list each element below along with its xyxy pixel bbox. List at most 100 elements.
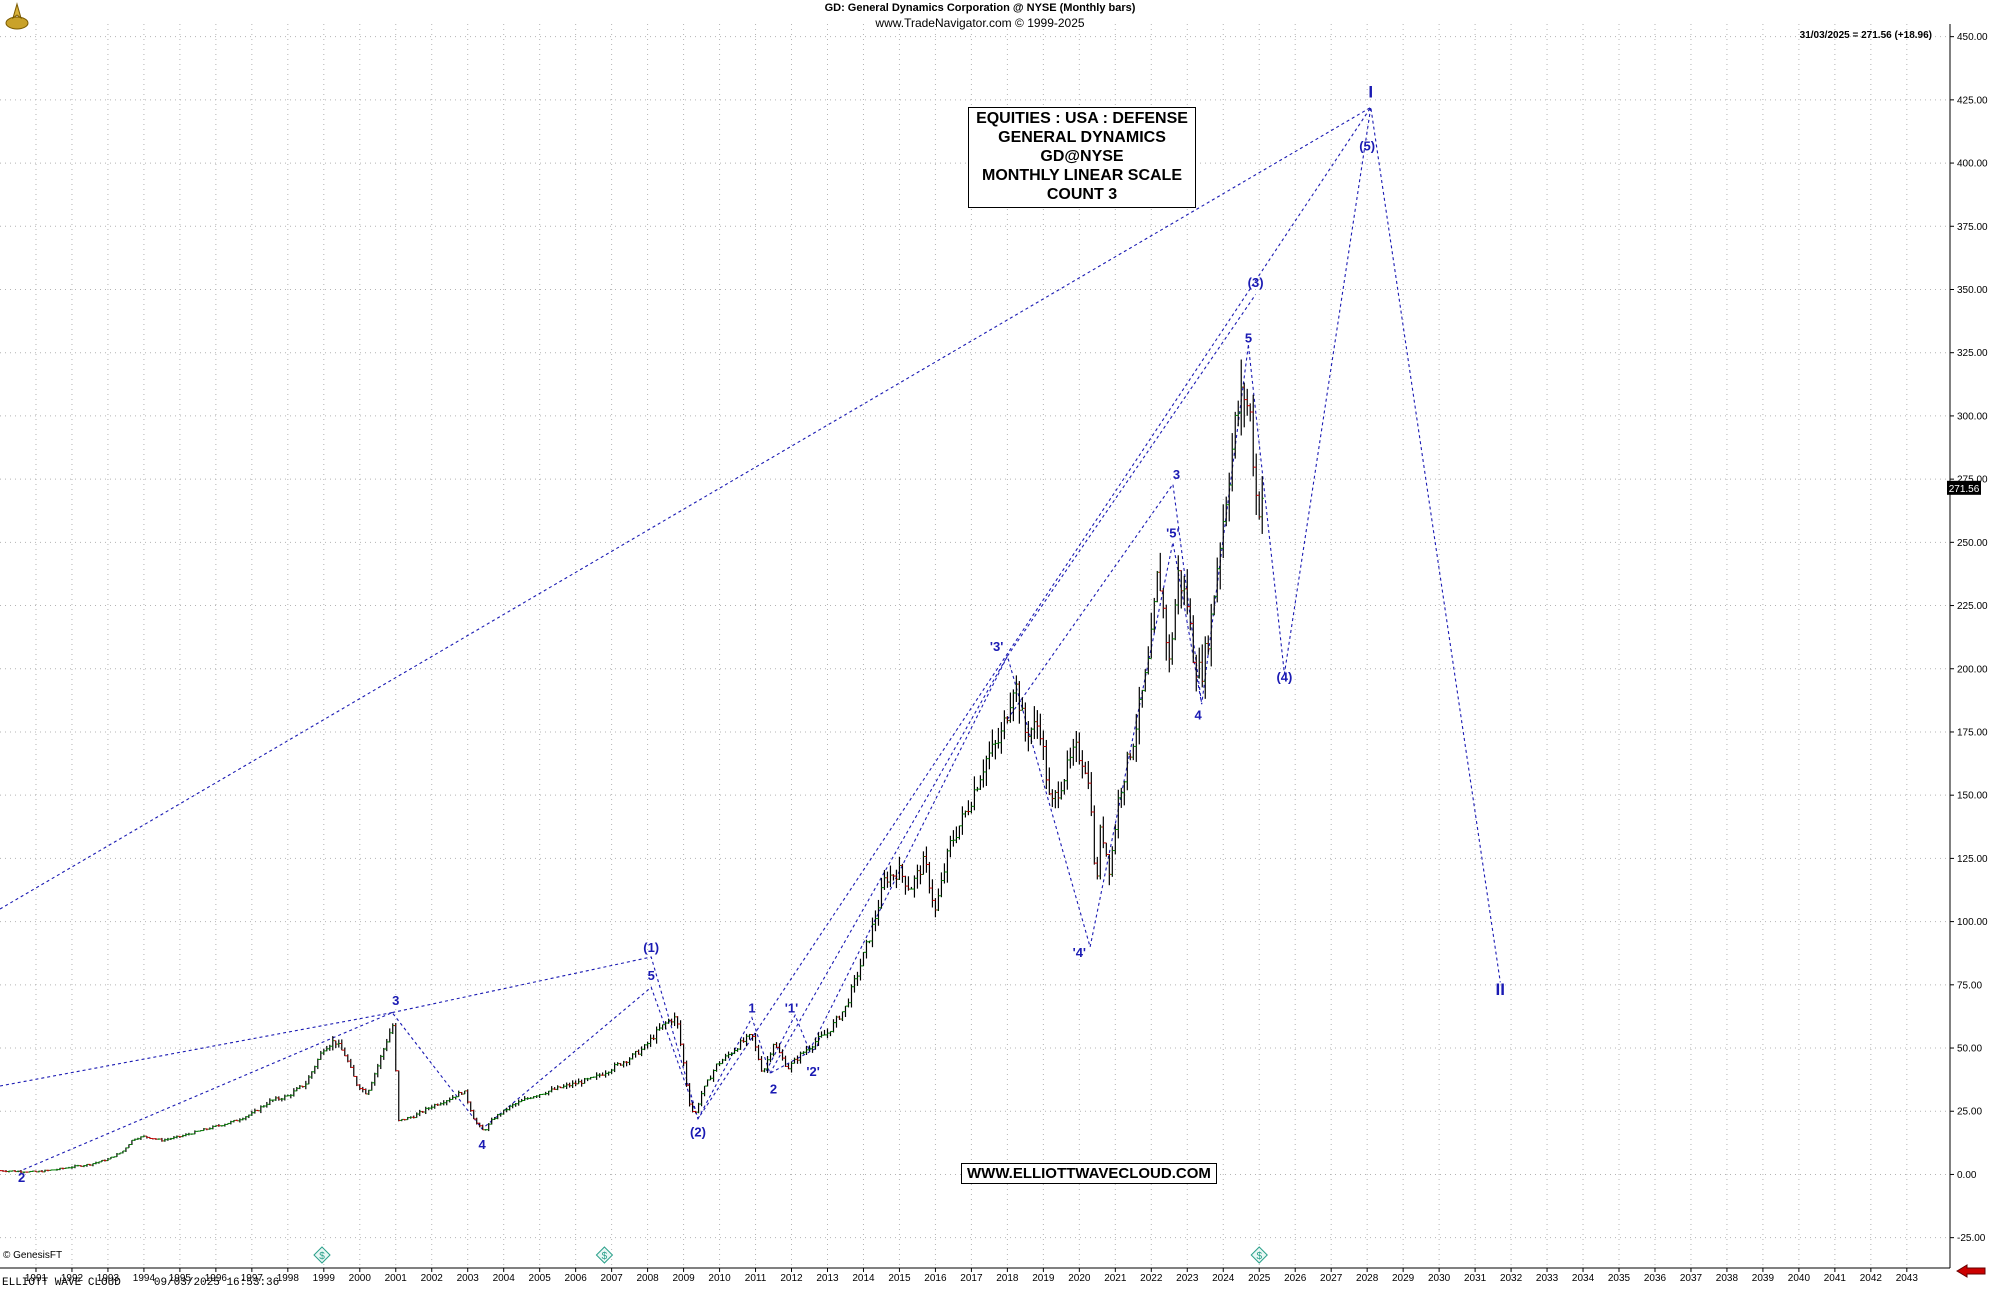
x-tick-label: 2030 — [1428, 1273, 1451, 1284]
x-tick-label: 2033 — [1536, 1273, 1559, 1284]
y-tick-label: 100.00 — [1957, 917, 1988, 928]
x-tick-label: 2034 — [1572, 1273, 1595, 1284]
last-price-tag-label: 271.56 — [1949, 484, 1980, 495]
info-line: GENERAL DYNAMICS — [998, 129, 1166, 146]
x-tick-label: 2014 — [852, 1273, 875, 1284]
wave-line-channel-4 — [1247, 107, 1372, 674]
wave-line-channel-3 — [1006, 294, 1257, 657]
price-bars — [0, 359, 1264, 1174]
dividend-marker-glyph: $ — [319, 1251, 325, 1262]
y-tick-label: 275.00 — [1957, 475, 1988, 486]
x-tick-label: 2018 — [996, 1273, 1019, 1284]
wave-label: 1 — [748, 1001, 755, 1016]
wave-line-channel-3prime-b — [809, 654, 1091, 1051]
wave-label: '1' — [785, 1001, 798, 1016]
x-tick-label: 2017 — [960, 1273, 983, 1284]
y-tick-label: 350.00 — [1957, 285, 1988, 296]
chart-source: www.TradeNavigator.com © 1999-2025 — [875, 16, 1085, 30]
wave-label: 5 — [1245, 331, 1252, 346]
x-tick-label: 2007 — [600, 1273, 623, 1284]
dividend-markers: $ $ $ — [313, 1246, 1268, 1264]
footer-bar: ELLIOTT WAVE CLOUD 09/03/2025 16:53:36 — [2, 1277, 279, 1289]
x-tick-label: 2016 — [924, 1273, 947, 1284]
wave-line-channel-5prime — [1089, 345, 1249, 948]
y-tick-label: 150.00 — [1957, 791, 1988, 802]
wave-label: (5) — [1359, 138, 1375, 153]
y-tick-label: 225.00 — [1957, 601, 1988, 612]
last-price-tag — [1947, 480, 1981, 495]
info-box: EQUITIES : USA : DEFENSE GENERAL DYNAMIC… — [968, 107, 1196, 208]
x-tick-label: 1996 — [205, 1273, 228, 1284]
wave-label: 5 — [648, 968, 655, 983]
wave-label: (3) — [1248, 275, 1264, 290]
x-tick-label: 2028 — [1356, 1273, 1379, 1284]
y-tick-label: 325.00 — [1957, 348, 1988, 359]
x-tick-label: 1995 — [169, 1273, 192, 1284]
y-tick-label: 75.00 — [1957, 980, 1982, 991]
chart-grid — [0, 24, 1950, 1268]
wave-label: '2' — [806, 1064, 819, 1079]
x-tick-label: 1999 — [313, 1273, 336, 1284]
wave-line-cycle-wave — [17, 105, 1501, 1173]
genesis-credit: © GenesisFT — [3, 1250, 63, 1261]
x-tick-label: 1998 — [277, 1273, 300, 1284]
y-tick-labels: -25.00 0.00 25.00 50.00 75.00 100.00 125.00 150… — [1947, 32, 1988, 1244]
y-tick-label: 425.00 — [1957, 95, 1988, 106]
x-tick-labels: 1991 1992 1993 1994 1995 1996 1997 1998 1999 2000… — [25, 1273, 1919, 1284]
y-tick-label: 400.00 — [1957, 159, 1988, 170]
chart-title: GD: General Dynamics Corporation @ NYSE … — [824, 2, 1136, 14]
x-tick-label: 2040 — [1788, 1273, 1811, 1284]
trade-navigator-logo-icon — [4, 2, 30, 32]
scroll-left-arrow-icon[interactable] — [1956, 1264, 1986, 1278]
x-tick-label: 2021 — [1104, 1273, 1127, 1284]
last-price-readout: 31/03/2025 = 271.56 (+18.96) — [1799, 30, 1932, 41]
x-tick-label: 2024 — [1212, 1273, 1235, 1284]
x-tick-label: 2039 — [1752, 1273, 1775, 1284]
x-tick-label: 2008 — [636, 1273, 659, 1284]
x-tick-label: 2002 — [421, 1273, 444, 1284]
footer-brand: ELLIOTT WAVE CLOUD — [2, 1277, 121, 1289]
y-tick-label: 50.00 — [1957, 1044, 1982, 1055]
x-tick-label: 2041 — [1824, 1273, 1847, 1284]
x-tick-label: 2029 — [1392, 1273, 1415, 1284]
x-tick-label: 2026 — [1284, 1273, 1307, 1284]
chart-axes — [0, 24, 1954, 1272]
dividend-marker-icon — [595, 1246, 614, 1264]
wave-label: 4 — [478, 1137, 486, 1152]
y-tick-label: 300.00 — [1957, 411, 1988, 422]
y-tick-label: 450.00 — [1957, 32, 1988, 43]
footer-timestamp: 09/03/2025 16:53:36 — [153, 1277, 280, 1289]
x-tick-label: 2035 — [1608, 1273, 1631, 1284]
wave-label: 3 — [1173, 467, 1180, 482]
wave-label: 2 — [770, 1082, 777, 1097]
wave-line-channel-1-3 — [392, 956, 699, 1119]
x-tick-label: 2043 — [1896, 1273, 1919, 1284]
website-box[interactable]: WWW.ELLIOTTWAVECLOUD.COM — [961, 1163, 1217, 1184]
x-tick-label: 2000 — [349, 1273, 372, 1284]
dividend-marker-icon — [313, 1246, 331, 1264]
wave-line-channel-3prime — [769, 655, 1008, 1074]
wave-label: (1) — [643, 940, 659, 955]
x-tick-label: 2022 — [1140, 1273, 1163, 1284]
y-tick-label: 0.00 — [1957, 1170, 1977, 1181]
x-tick-label: 2005 — [529, 1273, 552, 1284]
wave-label: '3' — [990, 639, 1003, 654]
info-line: COUNT 3 — [1046, 186, 1118, 203]
x-tick-label: 2004 — [493, 1273, 516, 1284]
x-tick-label: 2013 — [816, 1273, 839, 1284]
x-tick-label: 2042 — [1860, 1273, 1883, 1284]
info-line: MONTHLY LINEAR SCALE — [981, 167, 1182, 184]
y-tick-label: 200.00 — [1957, 664, 1988, 675]
x-tick-label: 2012 — [780, 1273, 803, 1284]
wave-label: II — [1496, 980, 1505, 999]
x-tick-label: 2015 — [888, 1273, 911, 1284]
x-tick-label: 2031 — [1464, 1273, 1487, 1284]
x-tick-label: 2006 — [565, 1273, 588, 1284]
y-tick-label: 250.00 — [1957, 538, 1988, 549]
x-tick-label: 2009 — [672, 1273, 695, 1284]
wave-label: '5' — [1166, 525, 1179, 540]
x-tick-label: 2011 — [745, 1273, 767, 1284]
x-tick-label: 1991 — [25, 1273, 48, 1284]
y-tick-label: 25.00 — [1957, 1107, 1982, 1118]
